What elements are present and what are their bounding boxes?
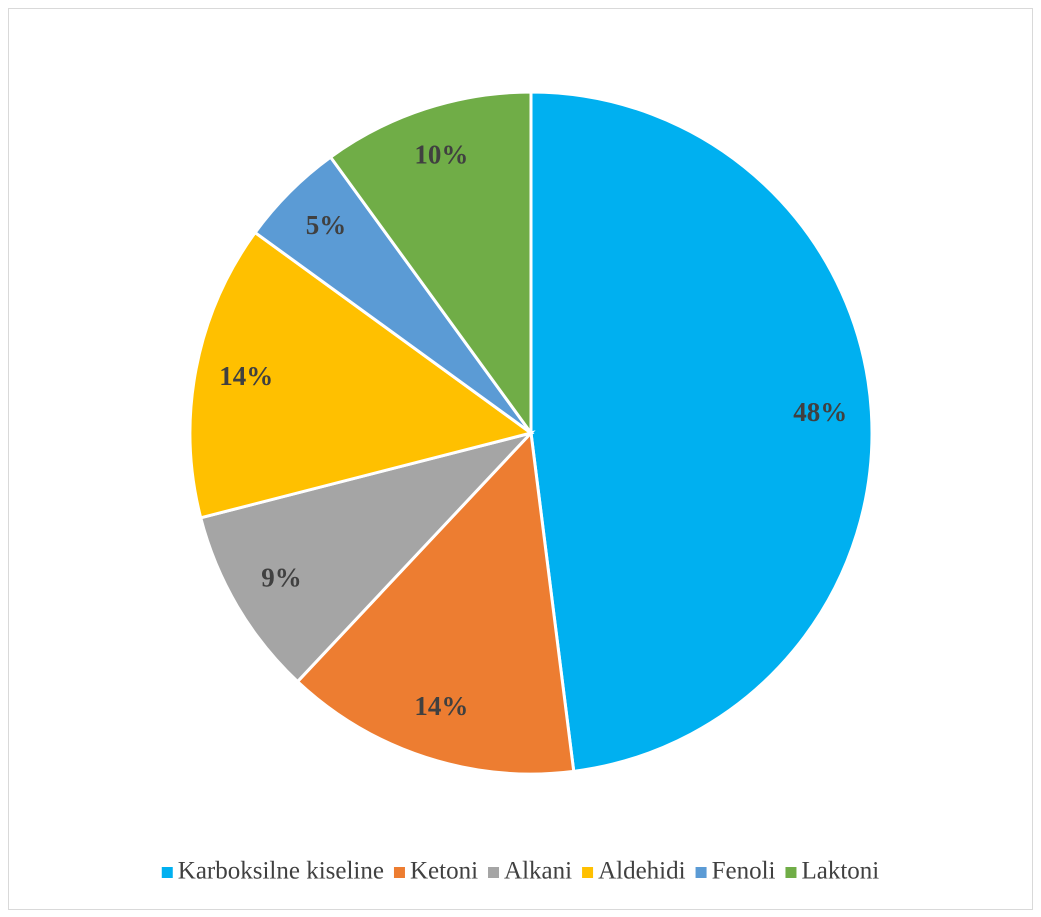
pie-slice bbox=[328, 90, 533, 438]
legend-label: Karboksilne kiseline bbox=[178, 858, 384, 885]
data-label: 14% bbox=[219, 361, 273, 391]
legend-swatch bbox=[582, 867, 594, 878]
legend-label: Laktoni bbox=[801, 858, 879, 885]
pie-slice bbox=[188, 230, 535, 520]
legend-swatch bbox=[695, 867, 707, 878]
legend-swatch bbox=[393, 867, 405, 878]
pie-slice bbox=[529, 90, 874, 773]
legend-label: Aldehidi bbox=[598, 858, 686, 885]
pie-slice bbox=[295, 429, 576, 776]
data-label: 9% bbox=[261, 563, 302, 593]
legend-swatch bbox=[488, 867, 500, 878]
legend-label: Ketoni bbox=[410, 858, 478, 885]
legend-swatch bbox=[161, 867, 173, 878]
data-label: 5% bbox=[306, 210, 347, 240]
legend-swatch bbox=[785, 867, 797, 878]
data-label: 10% bbox=[414, 140, 468, 170]
pie-slice bbox=[198, 430, 536, 684]
legend-label: Fenoli bbox=[712, 858, 776, 885]
data-label: 14% bbox=[414, 691, 468, 721]
data-label: 48% bbox=[793, 397, 847, 427]
legend-label: Alkani bbox=[504, 858, 572, 885]
